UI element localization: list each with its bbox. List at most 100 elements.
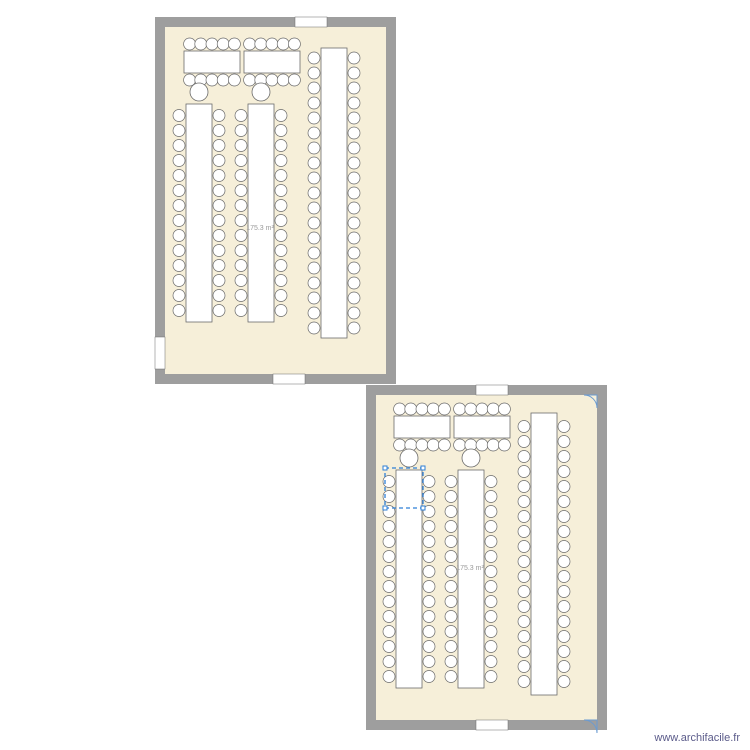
chair[interactable] bbox=[288, 74, 300, 86]
chair[interactable] bbox=[213, 290, 225, 302]
chair[interactable] bbox=[423, 596, 435, 608]
chair[interactable] bbox=[348, 97, 360, 109]
chair[interactable] bbox=[348, 262, 360, 274]
chair[interactable] bbox=[423, 536, 435, 548]
chair[interactable] bbox=[308, 82, 320, 94]
chair[interactable] bbox=[308, 172, 320, 184]
table[interactable] bbox=[400, 449, 418, 467]
chair[interactable] bbox=[518, 466, 530, 478]
chair[interactable] bbox=[173, 230, 185, 242]
chair[interactable] bbox=[518, 421, 530, 433]
chair[interactable] bbox=[173, 200, 185, 212]
chair[interactable] bbox=[217, 38, 229, 50]
chair[interactable] bbox=[485, 626, 497, 638]
chair[interactable] bbox=[445, 521, 457, 533]
chair[interactable] bbox=[173, 170, 185, 182]
chair[interactable] bbox=[277, 74, 289, 86]
chair[interactable] bbox=[423, 566, 435, 578]
chair[interactable] bbox=[308, 232, 320, 244]
chair[interactable] bbox=[558, 631, 570, 643]
chair[interactable] bbox=[518, 571, 530, 583]
chair[interactable] bbox=[423, 581, 435, 593]
table[interactable] bbox=[184, 38, 241, 86]
chair[interactable] bbox=[308, 67, 320, 79]
chair[interactable] bbox=[485, 476, 497, 488]
chair[interactable] bbox=[308, 322, 320, 334]
chair[interactable] bbox=[308, 97, 320, 109]
chair[interactable] bbox=[558, 676, 570, 688]
chair[interactable] bbox=[213, 110, 225, 122]
chair[interactable] bbox=[275, 230, 287, 242]
chair[interactable] bbox=[518, 541, 530, 553]
chair[interactable] bbox=[244, 38, 256, 50]
chair[interactable] bbox=[275, 215, 287, 227]
chair[interactable] bbox=[275, 170, 287, 182]
chair[interactable] bbox=[423, 521, 435, 533]
chair[interactable] bbox=[518, 436, 530, 448]
chair[interactable] bbox=[348, 322, 360, 334]
chair[interactable] bbox=[383, 671, 395, 683]
chair[interactable] bbox=[275, 275, 287, 287]
chair[interactable] bbox=[235, 170, 247, 182]
chair[interactable] bbox=[213, 275, 225, 287]
chair[interactable] bbox=[423, 551, 435, 563]
chair[interactable] bbox=[445, 611, 457, 623]
chair[interactable] bbox=[213, 170, 225, 182]
chair[interactable] bbox=[308, 127, 320, 139]
chair[interactable] bbox=[235, 155, 247, 167]
chair[interactable] bbox=[445, 671, 457, 683]
chair[interactable] bbox=[518, 451, 530, 463]
chair[interactable] bbox=[383, 551, 395, 563]
chair[interactable] bbox=[235, 140, 247, 152]
chair[interactable] bbox=[394, 439, 406, 451]
chair[interactable] bbox=[518, 631, 530, 643]
chair[interactable] bbox=[485, 521, 497, 533]
chair[interactable] bbox=[206, 74, 218, 86]
chair[interactable] bbox=[498, 439, 510, 451]
chair[interactable] bbox=[288, 38, 300, 50]
chair[interactable] bbox=[348, 292, 360, 304]
chair[interactable] bbox=[235, 260, 247, 272]
chair[interactable] bbox=[518, 601, 530, 613]
chair[interactable] bbox=[277, 38, 289, 50]
table[interactable] bbox=[308, 48, 360, 338]
chair[interactable] bbox=[518, 511, 530, 523]
chair[interactable] bbox=[423, 641, 435, 653]
chair[interactable] bbox=[416, 403, 428, 415]
chair[interactable] bbox=[308, 52, 320, 64]
chair[interactable] bbox=[275, 260, 287, 272]
chair[interactable] bbox=[445, 581, 457, 593]
chair[interactable] bbox=[348, 82, 360, 94]
chair[interactable] bbox=[454, 439, 466, 451]
chair[interactable] bbox=[213, 140, 225, 152]
chair[interactable] bbox=[348, 112, 360, 124]
table[interactable] bbox=[190, 83, 208, 101]
chair[interactable] bbox=[195, 38, 207, 50]
chair[interactable] bbox=[423, 656, 435, 668]
chair[interactable] bbox=[445, 641, 457, 653]
chair[interactable] bbox=[173, 215, 185, 227]
chair[interactable] bbox=[427, 439, 439, 451]
chair[interactable] bbox=[423, 491, 435, 503]
chair[interactable] bbox=[485, 611, 497, 623]
table[interactable] bbox=[462, 449, 480, 467]
chair[interactable] bbox=[348, 172, 360, 184]
chair[interactable] bbox=[275, 185, 287, 197]
chair[interactable] bbox=[173, 245, 185, 257]
chair[interactable] bbox=[558, 511, 570, 523]
chair[interactable] bbox=[445, 656, 457, 668]
chair[interactable] bbox=[558, 466, 570, 478]
chair[interactable] bbox=[348, 157, 360, 169]
chair[interactable] bbox=[213, 185, 225, 197]
chair[interactable] bbox=[275, 200, 287, 212]
chair[interactable] bbox=[558, 556, 570, 568]
chair[interactable] bbox=[213, 200, 225, 212]
chair[interactable] bbox=[558, 436, 570, 448]
chair[interactable] bbox=[308, 187, 320, 199]
chair[interactable] bbox=[308, 157, 320, 169]
chair[interactable] bbox=[213, 305, 225, 317]
chair[interactable] bbox=[405, 403, 417, 415]
chair[interactable] bbox=[228, 38, 240, 50]
watermark-link[interactable]: www.archifacile.fr bbox=[654, 732, 740, 744]
chair[interactable] bbox=[308, 247, 320, 259]
